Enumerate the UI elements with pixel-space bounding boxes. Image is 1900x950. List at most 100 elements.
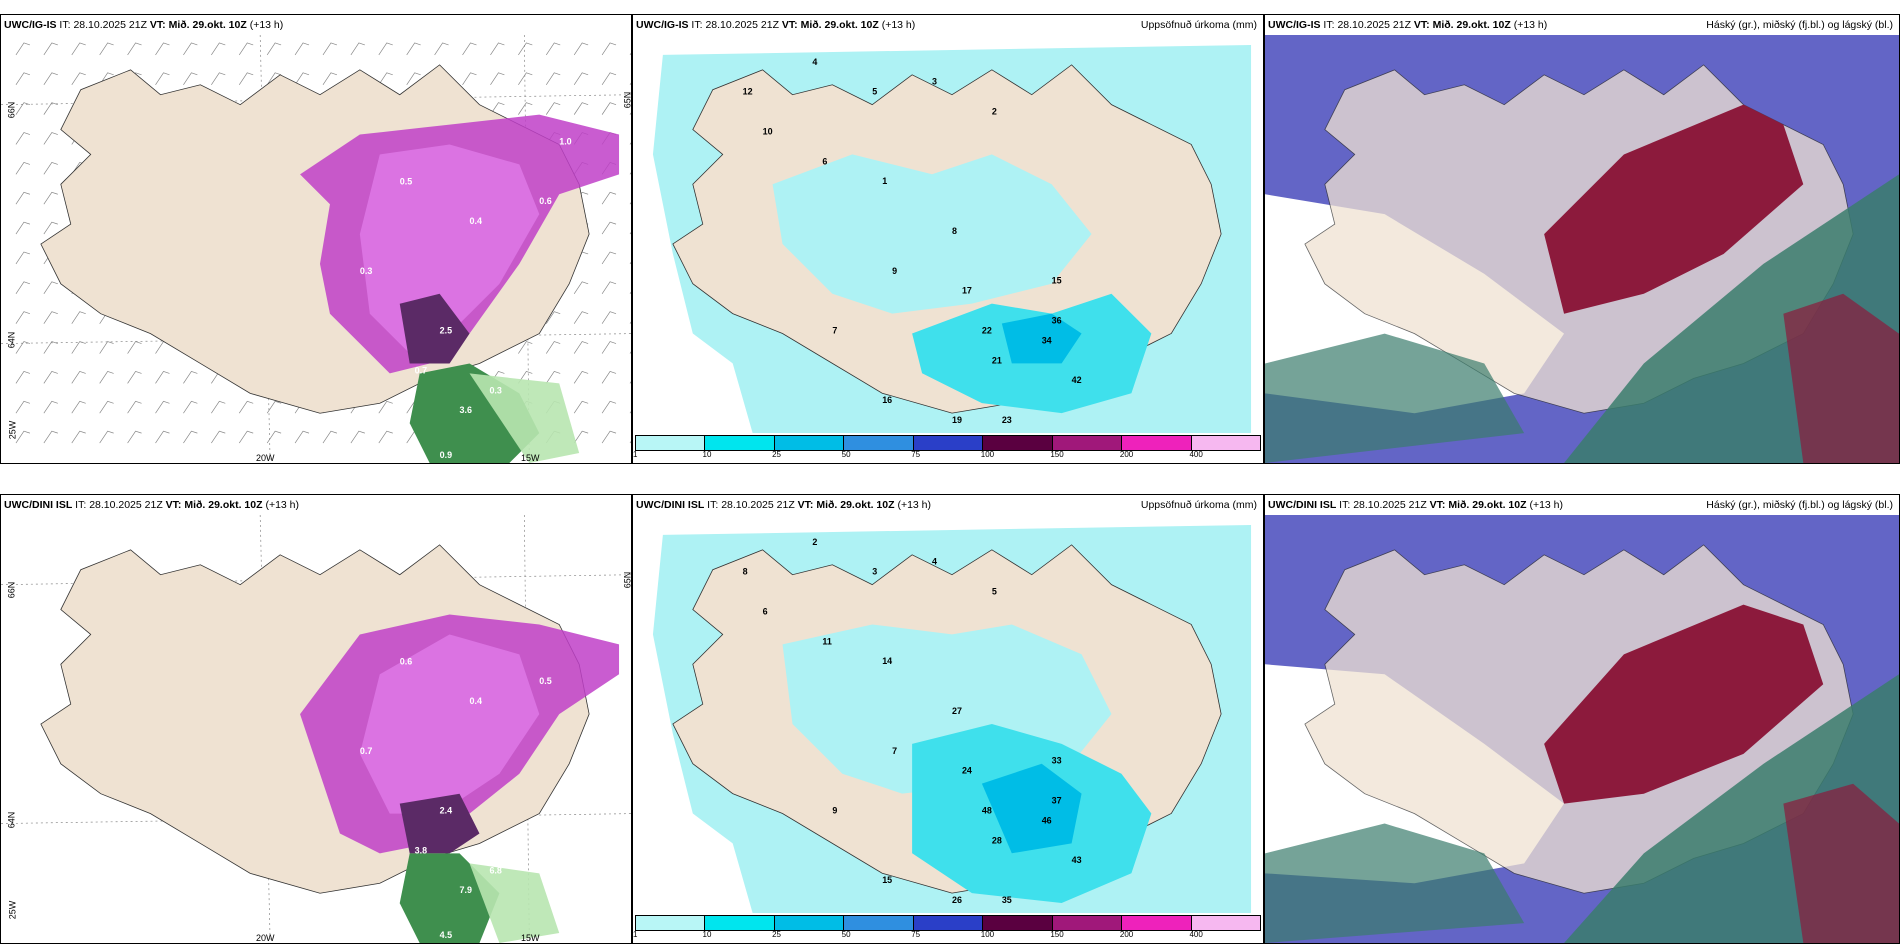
map-value-label: 46 — [1042, 815, 1052, 825]
lon-label-25: 25W — [7, 420, 18, 440]
map-canvas: 4 5 3 2 12 10 6 1 8 17 22 34 36 42 21 15 23 19 16 7 9 — [633, 35, 1263, 433]
panel-title: Uppsöfnuð úrkoma (mm) — [1140, 499, 1257, 511]
colorbar-tick: 200 — [1119, 450, 1134, 459]
colorbar-tick: 1 — [633, 450, 638, 459]
map-value-label: 4 — [932, 557, 937, 567]
map-canvas: 2 3 4 5 8 6 11 14 27 24 48 46 37 43 28 33 35 26 15 9 7 — [633, 515, 1263, 913]
map-value-label: 0.4 — [470, 216, 482, 226]
colorbar-tick: 150 — [1050, 450, 1064, 459]
map-value-label: 27 — [952, 706, 962, 716]
colorbar-swatch — [844, 436, 914, 450]
panel-r1-accum-precip: UWC/IG-IS IT: 28.10.2025 21Z VT: Mið. 29… — [632, 14, 1264, 464]
colorbar-tick: 400 — [1189, 450, 1203, 459]
map-value-label: 3 — [932, 77, 937, 87]
lat-label-64: 64N — [6, 811, 17, 829]
colorbar-tick: 10 — [702, 450, 712, 459]
colorbar-swatches — [635, 915, 1261, 931]
map-value-label: 15 — [882, 875, 892, 885]
panel-header: UWC/IG-IS IT: 28.10.2025 21Z VT: Mið. 29… — [633, 15, 1263, 35]
map-value-label: 35 — [1002, 895, 1012, 905]
map-canvas: 2.4 3.8 6.8 7.9 4.5 0.6 0.4 0.5 0.3 0.7 — [1, 515, 631, 943]
map-value-label: 12 — [743, 87, 753, 97]
map-value-label: 28 — [992, 835, 1002, 845]
colorbar-swatch — [1191, 436, 1260, 450]
map-canvas — [1265, 35, 1899, 463]
map-value-label: 48 — [982, 806, 992, 816]
colorbar-tick: 100 — [980, 930, 995, 939]
lon-label-20: 20W — [256, 933, 275, 943]
colorbar-tick: 1 — [633, 930, 638, 939]
map-value-label: 4 — [812, 57, 817, 67]
lon-label-25: 25W — [7, 900, 18, 920]
colorbar-swatch — [705, 916, 775, 930]
map-value-label: 16 — [882, 395, 892, 405]
colorbar-swatch — [913, 916, 984, 930]
map-value-label: 15 — [1052, 276, 1062, 286]
map-value-label: 1 — [882, 176, 887, 186]
map-value-label: 3.6 — [460, 405, 472, 415]
map-value-label: 26 — [952, 895, 962, 905]
lon-label-15: 15W — [521, 933, 540, 943]
map-value-label: 2.4 — [440, 806, 452, 816]
colorbar-swatch — [1052, 916, 1123, 930]
panel-header: UWC/IG-IS IT: 28.10.2025 21Z VT: Mið. 29… — [4, 19, 284, 31]
colorbar-tick: 50 — [841, 930, 851, 939]
map-value-label: 9 — [832, 806, 837, 816]
lat-label-64: 64N — [6, 331, 17, 349]
panel-r2-clouds: UWC/DINI ISL IT: 28.10.2025 21Z VT: Mið.… — [1264, 494, 1900, 944]
map-value-label: 0.6 — [539, 196, 551, 206]
map-value-label: 8 — [952, 226, 957, 236]
map-value-label: 42 — [1072, 375, 1082, 385]
map-value-label: 23 — [1002, 415, 1012, 425]
panel-header: UWC/DINI ISL IT: 28.10.2025 21Z VT: Mið.… — [4, 499, 300, 511]
map-canvas — [1265, 515, 1899, 943]
panel-title: Háský (gr.), miðský (fj.bl.) og lágský (… — [1706, 499, 1893, 511]
map-value-label: 3.8 — [415, 845, 427, 855]
colorbar: 1 10 25 50 75 100 150 200 400 — [633, 913, 1263, 943]
panel-header: UWC/IG-IS IT: 28.10.2025 21Z VT: Mið. 29… — [1265, 15, 1899, 35]
panel-r2-precip-type: UWC/DINI ISL IT: 28.10.2025 21Z VT: Mið.… — [0, 494, 632, 944]
colorbar-tick: 50 — [841, 450, 851, 459]
map-value-label: 6 — [763, 607, 768, 617]
map-value-label: 17 — [962, 286, 972, 296]
map-value-label: 22 — [982, 326, 992, 336]
colorbar-tick: 150 — [1050, 930, 1064, 939]
colorbar-tick: 25 — [772, 930, 782, 939]
map-value-label: 5 — [872, 87, 877, 97]
map-value-label: 0.7 — [415, 365, 427, 375]
colorbar-swatch — [636, 916, 706, 930]
colorbar-tick: 400 — [1189, 930, 1203, 939]
panel-header: UWC/DINI ISL IT: 28.10.2025 21Z VT: Mið.… — [633, 495, 1263, 515]
colorbar-swatch — [1052, 436, 1123, 450]
panel-title: Háský (gr.), miðský (fj.bl.) og lágský (… — [1706, 19, 1893, 31]
colorbar-ticks: 1 10 25 50 75 100 150 200 400 — [633, 450, 1261, 462]
map-value-label: 0.3 — [360, 266, 372, 276]
map-value-label: 14 — [882, 656, 892, 666]
panel-r2-accum-precip: UWC/DINI ISL IT: 28.10.2025 21Z VT: Mið.… — [632, 494, 1264, 944]
colorbar: 1 10 25 50 75 100 150 200 400 — [633, 433, 1263, 463]
map-canvas: 2.5 0.7 0.3 3.6 0.9 0.5 0.4 0.6 1.0 0.3 — [1, 35, 631, 463]
colorbar-swatches — [635, 435, 1261, 451]
panel-r1-clouds: UWC/IG-IS IT: 28.10.2025 21Z VT: Mið. 29… — [1264, 14, 1900, 464]
colorbar-tick: 10 — [702, 930, 712, 939]
map-value-label: 2 — [812, 537, 817, 547]
lon-label-20: 20W — [256, 453, 275, 463]
colorbar-swatch — [636, 436, 706, 450]
colorbar-swatch — [774, 916, 845, 930]
colorbar-tick: 200 — [1119, 930, 1134, 939]
map-value-label: 6 — [822, 156, 827, 166]
map-value-label: 7.9 — [460, 885, 472, 895]
map-value-label: 3 — [872, 567, 877, 577]
lat-label-66: 66N — [6, 581, 17, 599]
map-value-label: 0.6 — [400, 656, 412, 666]
map-value-label: 0.9 — [440, 450, 452, 460]
map-value-label: 37 — [1052, 796, 1062, 806]
map-value-label: 0.5 — [539, 676, 551, 686]
lon-label-15: 15W — [521, 453, 540, 463]
map-value-label: 36 — [1052, 316, 1062, 326]
map-value-label: 9 — [892, 266, 897, 276]
colorbar-tick: 75 — [911, 930, 921, 939]
map-value-label: 1.0 — [559, 136, 571, 146]
map-value-label: 0.7 — [360, 746, 372, 756]
map-value-label: 19 — [952, 415, 962, 425]
